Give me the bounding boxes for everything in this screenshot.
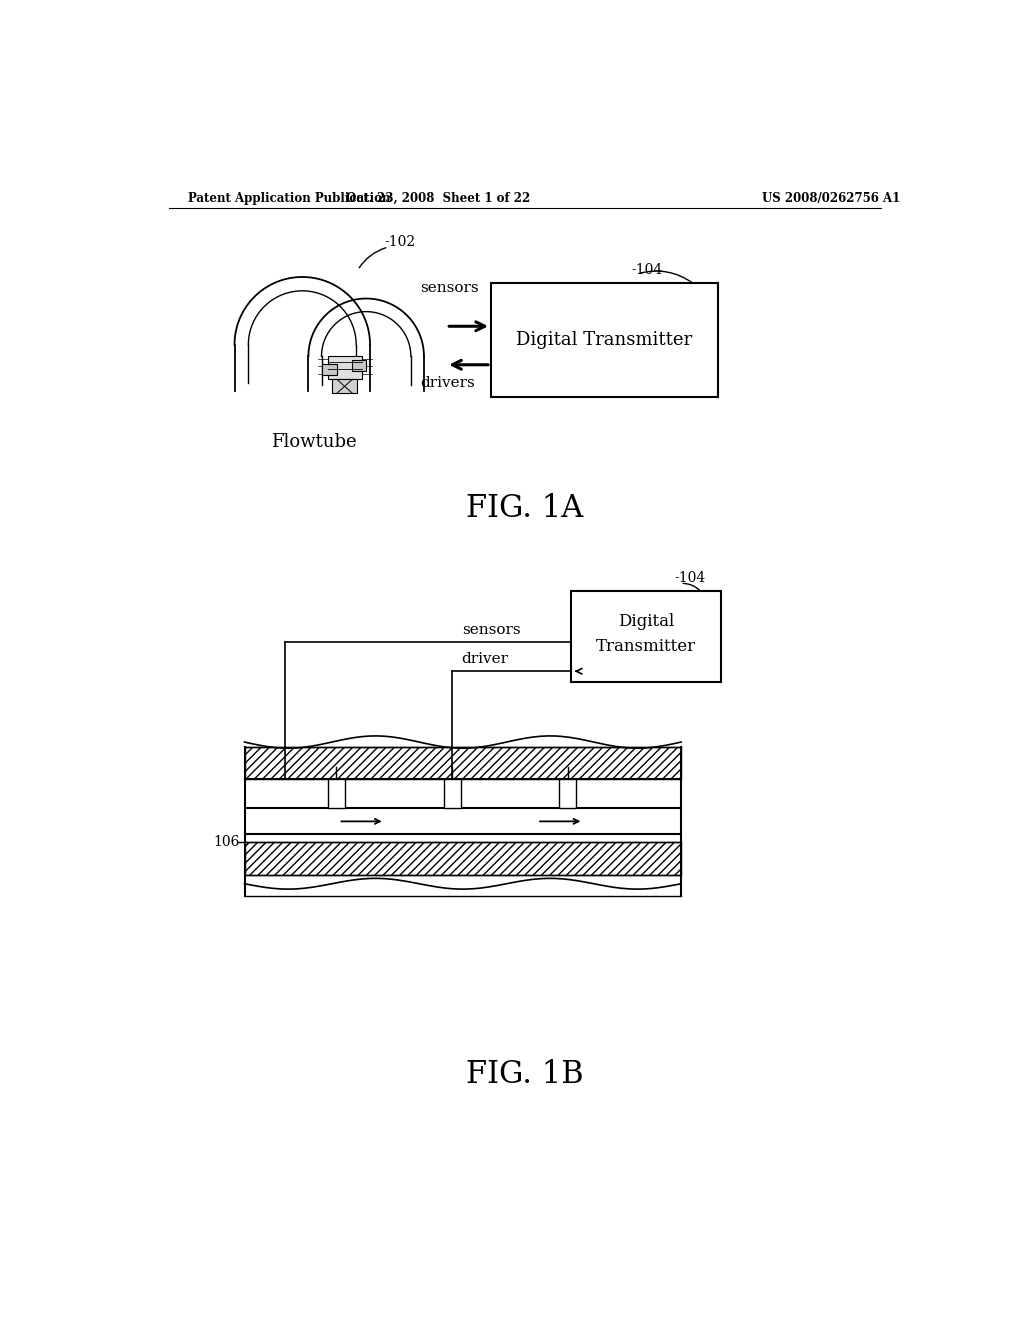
Text: -104: -104 [631,263,663,277]
Bar [245,747,681,779]
Text: sensors: sensors [462,623,520,636]
Bar [328,779,345,808]
Bar [245,842,681,874]
Text: 106: 106 [214,836,240,849]
Text: Digital Transmitter: Digital Transmitter [516,331,692,348]
Text: driver: driver [462,652,509,665]
Bar [571,591,721,682]
Bar [333,379,357,393]
Text: Digital: Digital [617,614,674,631]
Text: Patent Application Publication: Patent Application Publication [188,191,391,205]
Bar [559,779,577,808]
Bar [328,356,361,379]
Text: US 2008/0262756 A1: US 2008/0262756 A1 [762,191,900,205]
Text: drivers: drivers [420,376,475,391]
Bar [352,360,367,371]
Bar [322,364,337,375]
Text: FIG. 1A: FIG. 1A [466,494,584,524]
Bar [444,779,461,808]
Text: Transmitter: Transmitter [596,638,696,655]
Bar [490,284,718,397]
Text: Flowtube: Flowtube [270,433,356,450]
Text: sensors: sensors [420,281,478,294]
Text: Oct. 23, 2008  Sheet 1 of 22: Oct. 23, 2008 Sheet 1 of 22 [346,191,530,205]
Text: -102: -102 [385,235,416,248]
Text: -104: -104 [674,572,706,585]
Text: FIG. 1B: FIG. 1B [466,1059,584,1090]
